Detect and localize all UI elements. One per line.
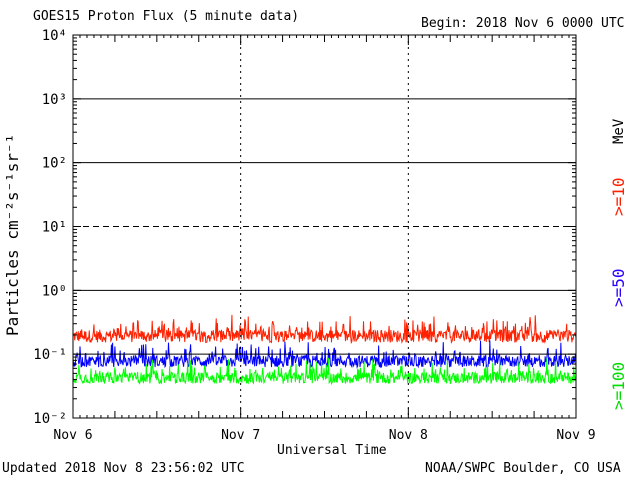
- label-layer: 10⁻² 10⁻¹ 10⁰ 10¹ 10² 10³ 10⁴ Nov 6 Nov 7 Nov 8 No…: [33, 28, 595, 443]
- y-tick-label: 10⁰: [42, 283, 67, 299]
- legend-ge50: >=50: [609, 268, 628, 307]
- x-tick-label: Nov 6: [53, 428, 92, 443]
- tick-layer: [72, 34, 577, 419]
- chart-title: GOES15 Proton Flux (5 minute data): [33, 9, 300, 24]
- x-tick-label: Nov 8: [389, 428, 428, 443]
- x-tick-label: Nov 7: [221, 428, 260, 443]
- x-axis-title: Universal Time: [277, 443, 387, 458]
- begin-time-label: Begin: 2018 Nov 6 0000 UTC: [421, 16, 625, 31]
- y-tick-label: 10⁴: [42, 28, 67, 44]
- series-layer: [72, 314, 577, 386]
- data-source: NOAA/SWPC Boulder, CO USA: [425, 461, 621, 476]
- legend-ge100: >=100: [609, 361, 628, 410]
- series-line-1: [72, 340, 577, 369]
- y-tick-label: 10²: [42, 156, 67, 172]
- y-tick-label: 10¹: [42, 220, 67, 236]
- y-tick-label: 10⁻¹: [33, 347, 67, 363]
- x-tick-label: Nov 9: [556, 428, 595, 443]
- energy-unit-label: MeV: [611, 118, 627, 144]
- series-line-2: [72, 357, 577, 386]
- updated-timestamp: Updated 2018 Nov 8 23:56:02 UTC: [2, 461, 245, 476]
- y-axis-title: Particles cm⁻²s⁻¹sr⁻¹: [3, 133, 22, 336]
- series-line-0: [72, 314, 577, 345]
- grid-layer: [73, 35, 576, 418]
- y-tick-label: 10³: [42, 92, 67, 108]
- y-tick-label: 10⁻²: [33, 411, 67, 427]
- legend-ge10: >=10: [609, 177, 628, 216]
